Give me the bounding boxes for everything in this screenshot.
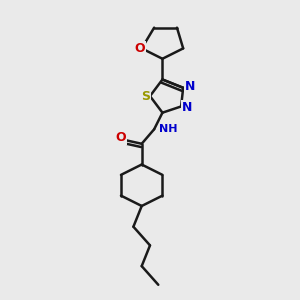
Text: N: N: [185, 80, 196, 93]
Text: O: O: [134, 42, 145, 55]
Text: NH: NH: [159, 124, 178, 134]
Text: S: S: [141, 90, 150, 103]
Text: N: N: [182, 101, 193, 114]
Text: O: O: [116, 131, 126, 144]
